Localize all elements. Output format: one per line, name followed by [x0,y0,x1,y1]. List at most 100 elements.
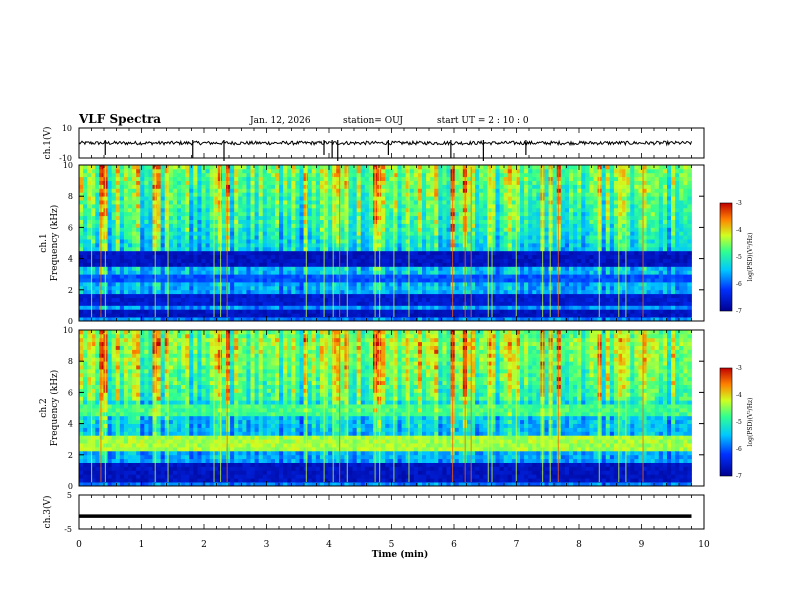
spectrogram-cell [479,282,484,287]
spectrogram-cell [156,305,162,310]
spectrogram-cell [87,211,92,217]
spectrogram-cell [385,254,390,259]
spectrogram-cell [189,223,194,228]
spectrogram-cell [564,243,570,248]
spectrogram-cell [569,204,574,209]
spectrogram-cell [201,243,206,248]
spectrogram-cell [172,270,178,275]
spectrogram-cell [246,274,251,279]
spectrogram-cell [385,188,390,193]
spectrogram-cell [581,317,586,322]
spectrogram-cell [291,200,296,205]
spectrogram-cell [348,254,353,259]
spectrogram-cell [172,176,178,181]
spectrogram-cell [389,266,394,271]
spectrogram-cell [156,258,162,263]
spectrogram-cell [397,278,402,283]
spectrogram-cell [238,180,243,185]
spectrogram-cell [328,200,333,205]
spectrogram-cell [315,165,321,170]
spectrogram-cell [499,313,505,318]
spectrogram-cell [164,266,170,271]
spectrogram-cell [336,258,341,263]
spectrogram-cell [168,204,174,209]
spectrogram-cell [258,293,264,298]
spectrogram-cell [569,235,574,240]
spectrogram-cell [336,200,341,205]
spectrogram-cell [434,165,439,170]
spectrogram-cell [536,301,541,306]
spectrogram-cell [140,301,145,306]
spectrogram-cell [177,231,182,236]
spectrogram-cell [246,231,251,236]
spectrogram-cell [344,172,349,178]
spectrogram-cell [132,215,137,220]
spectrogram-cell [266,317,272,322]
spectrogram-cell [417,301,423,306]
spectrogram-cell [577,278,582,283]
spectrogram-cell [132,211,137,217]
spectrogram-cell [83,215,88,220]
spectrogram-cell [495,231,500,236]
spectrogram-cell [348,309,353,314]
spectrogram-cell [556,254,562,259]
spectrogram-cell [119,297,125,302]
spectrogram-cell [91,207,96,213]
spectrogram-cell [528,176,533,181]
spectrogram-cell [466,188,472,193]
spectrogram-cell [128,270,133,275]
spectrogram-cell [487,196,492,201]
spectrogram-cell [87,250,92,256]
spectrogram-cell [221,227,227,232]
spectrogram-cell [275,262,280,267]
spectrogram-cell [515,215,521,220]
spectrogram-cell [83,305,88,310]
spectrogram-cell [332,278,337,283]
spectrogram-cell [132,231,137,236]
spectrogram-cell [466,243,472,248]
spectrogram-cell [397,196,402,201]
spectrogram-cell [340,184,345,189]
spectrogram-cell [409,246,415,252]
spectrogram-cell [548,211,554,217]
spectrogram-cell [181,278,186,283]
spectrogram-cell [381,168,386,174]
spectrogram-cell [393,274,398,279]
spectrogram-cell [511,211,517,217]
spectrogram-cell [79,282,84,287]
spectrogram-cell [544,200,549,205]
spectrogram-cell [319,243,325,248]
spectrogram-cell [172,211,178,217]
spectrogram-cell [442,246,447,252]
spectrogram-cell [144,262,149,267]
spectrogram-cell [577,254,582,259]
spectrogram-cell [454,285,460,291]
spectrogram-cell [385,235,390,240]
spectrogram-cell [217,282,223,287]
spectrogram-cell [495,297,500,302]
spectrogram-cell [128,293,133,298]
spectrogram-cell [364,313,370,318]
spectrogram-cell [397,285,402,291]
spectrogram-cell [270,215,276,220]
spectrogram-cell [123,293,129,298]
spectrogram-cell [389,207,394,213]
spectrogram-cell [340,239,345,244]
spectrogram-cell [340,266,345,271]
spectrogram-cell [324,258,329,263]
spectrogram-cell [454,262,460,267]
spectrogram-cell [168,313,174,318]
spectrogram-cell [266,176,272,181]
spectrogram-cell [246,285,251,291]
spectrogram-cell [283,172,288,178]
spectrogram-cell [532,168,537,174]
spectrogram-cell [279,285,284,291]
spectrogram-cell [479,180,484,185]
spectrogram-cell [254,243,260,248]
spectrogram-cell [569,188,574,193]
spectrogram-cell [230,317,235,322]
spectrogram-cell [87,239,92,244]
spectrogram-cell [511,192,517,197]
spectrogram-cell [324,254,329,259]
spectrogram-cell [454,278,460,283]
